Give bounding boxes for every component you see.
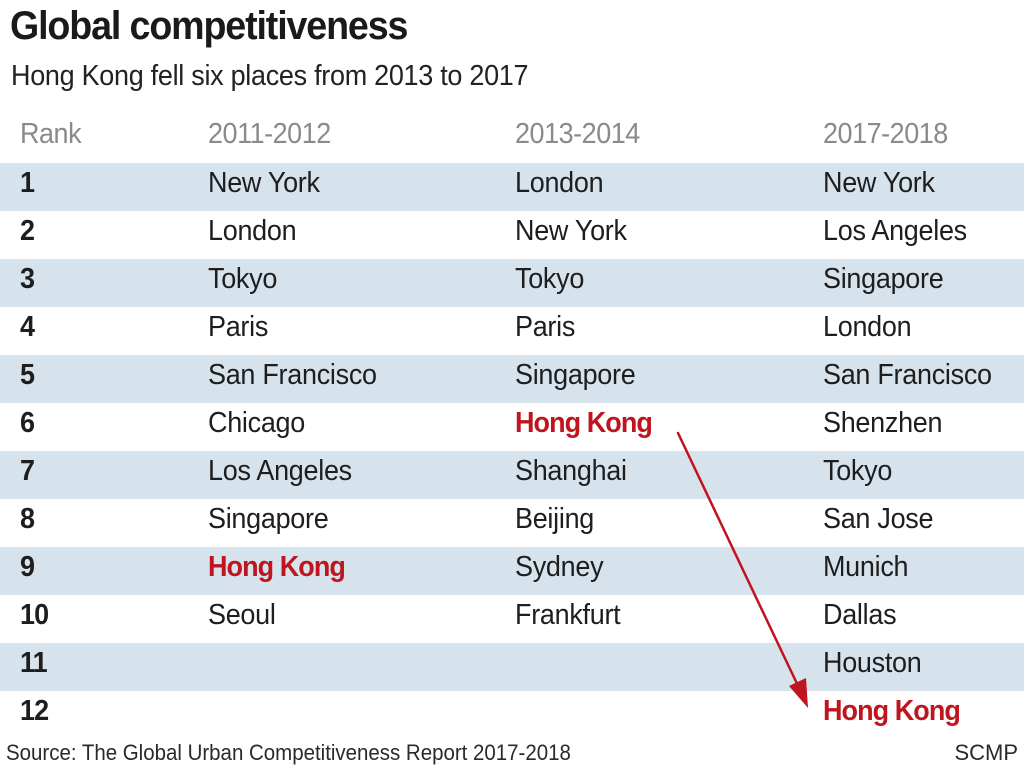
city-cell: Los Angeles	[208, 455, 352, 487]
table-row: 3 Tokyo Tokyo Singapore	[0, 259, 1024, 307]
table-row: 6 Chicago Hong Kong Shenzhen	[0, 403, 1024, 451]
city-cell: New York	[515, 215, 627, 247]
rank-cell: 2	[20, 215, 35, 247]
city-cell: Frankfurt	[515, 599, 621, 631]
table-header: Rank 2011-2012 2013-2014 2017-2018	[0, 116, 1024, 160]
table-row: 5 San Francisco Singapore San Francisco	[0, 355, 1024, 403]
city-cell: New York	[823, 167, 935, 199]
city-cell: Singapore	[823, 263, 944, 295]
table-row: 12 Hong Kong	[0, 691, 1024, 739]
header-2017-2018: 2017-2018	[823, 118, 948, 150]
hong-kong-highlight-2013: Hong Kong	[515, 407, 653, 439]
city-cell: Singapore	[515, 359, 636, 391]
city-cell: Tokyo	[208, 263, 278, 295]
city-cell: Singapore	[208, 503, 329, 535]
header-2013-2014: 2013-2014	[515, 118, 640, 150]
source-note: Source: The Global Urban Competitiveness…	[6, 740, 571, 765]
city-cell: Tokyo	[515, 263, 585, 295]
city-cell: Dallas	[823, 599, 897, 631]
rank-cell: 5	[20, 359, 35, 391]
header-2011-2012: 2011-2012	[208, 118, 331, 150]
credit-label: SCMP	[954, 740, 1018, 765]
table-row: 9 Hong Kong Sydney Munich	[0, 547, 1024, 595]
city-cell: Paris	[515, 311, 576, 343]
table-row: 2 London New York Los Angeles	[0, 211, 1024, 259]
city-cell: Sydney	[515, 551, 604, 583]
rank-cell: 8	[20, 503, 35, 535]
city-cell: Shanghai	[515, 455, 627, 487]
table-row: 7 Los Angeles Shanghai Tokyo	[0, 451, 1024, 499]
city-cell: Los Angeles	[823, 215, 967, 247]
city-cell: Tokyo	[823, 455, 893, 487]
city-cell: London	[515, 167, 604, 199]
rank-cell: 12	[20, 695, 49, 727]
table-body: 1 New York London New York 2 London New …	[0, 163, 1024, 739]
rank-cell: 7	[20, 455, 35, 487]
city-cell: Paris	[208, 311, 269, 343]
rank-cell: 9	[20, 551, 35, 583]
table-row: 1 New York London New York	[0, 163, 1024, 211]
city-cell: Shenzhen	[823, 407, 943, 439]
table-row: 11 Houston	[0, 643, 1024, 691]
city-cell: New York	[208, 167, 320, 199]
city-cell: San Francisco	[823, 359, 992, 391]
rank-cell: 11	[20, 647, 48, 679]
rank-cell: 6	[20, 407, 35, 439]
city-cell: Chicago	[208, 407, 306, 439]
city-cell: Munich	[823, 551, 909, 583]
city-cell: London	[208, 215, 297, 247]
rank-cell: 3	[20, 263, 35, 295]
header-rank: Rank	[20, 118, 82, 150]
rank-cell: 1	[20, 167, 35, 199]
city-cell: San Francisco	[208, 359, 377, 391]
rank-cell: 10	[20, 599, 49, 631]
city-cell: Beijing	[515, 503, 595, 535]
city-cell: Seoul	[208, 599, 276, 631]
chart-title: Global competitiveness	[10, 4, 408, 48]
hong-kong-highlight-2011: Hong Kong	[208, 551, 346, 583]
city-cell: London	[823, 311, 912, 343]
table-row: 10 Seoul Frankfurt Dallas	[0, 595, 1024, 643]
table-row: 8 Singapore Beijing San Jose	[0, 499, 1024, 547]
hong-kong-highlight-2017: Hong Kong	[823, 695, 961, 727]
city-cell: Houston	[823, 647, 922, 679]
city-cell: San Jose	[823, 503, 934, 535]
table-row: 4 Paris Paris London	[0, 307, 1024, 355]
rank-cell: 4	[20, 311, 35, 343]
chart-subtitle: Hong Kong fell six places from 2013 to 2…	[11, 60, 529, 92]
